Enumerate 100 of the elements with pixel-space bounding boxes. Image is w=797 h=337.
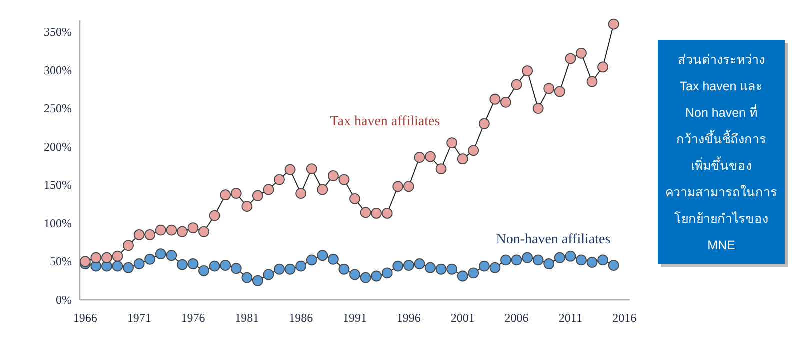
point bbox=[317, 250, 328, 262]
point bbox=[123, 240, 134, 252]
point bbox=[177, 259, 188, 270]
point bbox=[338, 174, 350, 186]
point bbox=[436, 264, 447, 275]
series-label: Non-haven affiliates bbox=[496, 232, 611, 248]
point bbox=[425, 151, 436, 162]
point bbox=[188, 222, 199, 234]
point bbox=[263, 269, 274, 280]
point bbox=[532, 254, 544, 266]
point bbox=[166, 250, 178, 262]
point bbox=[263, 184, 274, 196]
series-label: Tax haven affiliates bbox=[330, 114, 440, 130]
point bbox=[230, 188, 242, 200]
point bbox=[500, 254, 512, 266]
point bbox=[306, 164, 318, 175]
point bbox=[511, 79, 522, 90]
point bbox=[392, 260, 404, 272]
point bbox=[598, 62, 608, 73]
point bbox=[230, 263, 242, 274]
y-tick-label: 50% bbox=[50, 254, 72, 269]
x-tick-label: 1971 bbox=[127, 311, 152, 325]
point bbox=[155, 248, 166, 260]
point bbox=[134, 258, 145, 270]
y-tick-label: 200% bbox=[44, 140, 72, 154]
point bbox=[544, 258, 555, 270]
point bbox=[252, 275, 264, 286]
point bbox=[468, 145, 480, 156]
point bbox=[586, 257, 598, 268]
point bbox=[328, 170, 339, 182]
x-tick-label: 2006 bbox=[504, 311, 529, 325]
point bbox=[284, 264, 296, 275]
point bbox=[274, 264, 285, 275]
point bbox=[80, 256, 91, 268]
point bbox=[188, 258, 199, 270]
point bbox=[166, 224, 178, 236]
point bbox=[252, 190, 264, 202]
point bbox=[371, 270, 382, 282]
point bbox=[382, 268, 393, 279]
point bbox=[414, 152, 426, 164]
point bbox=[350, 269, 360, 280]
point bbox=[544, 83, 555, 94]
point bbox=[242, 272, 253, 284]
point bbox=[478, 118, 490, 130]
point bbox=[532, 103, 544, 114]
point bbox=[565, 53, 576, 64]
point bbox=[360, 207, 372, 218]
point bbox=[382, 208, 393, 219]
x-tick-label: 1991 bbox=[343, 311, 367, 325]
y-tick-label: 0% bbox=[56, 293, 72, 307]
x-tick-label: 2016 bbox=[612, 311, 637, 325]
point bbox=[284, 164, 296, 176]
point bbox=[177, 226, 188, 238]
point bbox=[554, 86, 566, 98]
point bbox=[317, 184, 328, 196]
point bbox=[468, 268, 480, 279]
x-tick-label: 1996 bbox=[396, 311, 421, 325]
point bbox=[102, 252, 112, 264]
point bbox=[446, 138, 458, 148]
point bbox=[608, 260, 620, 271]
point bbox=[425, 262, 436, 274]
y-tick-label: 100% bbox=[44, 216, 72, 230]
point bbox=[242, 201, 253, 212]
point bbox=[328, 254, 339, 265]
point bbox=[350, 193, 360, 204]
point bbox=[220, 260, 232, 271]
point bbox=[296, 188, 307, 200]
point bbox=[338, 264, 350, 275]
point bbox=[478, 260, 490, 272]
point bbox=[586, 76, 598, 88]
x-tick-label: 1986 bbox=[289, 311, 314, 325]
point bbox=[490, 262, 501, 274]
x-tick-label: 2011 bbox=[558, 311, 582, 325]
point bbox=[576, 254, 587, 266]
x-tick-label: 1966 bbox=[73, 311, 98, 325]
x-tick-label: 2001 bbox=[450, 311, 475, 325]
point bbox=[403, 181, 414, 192]
y-tick-label: 150% bbox=[44, 178, 72, 192]
point bbox=[457, 154, 468, 165]
point bbox=[274, 174, 285, 186]
y-tick-label: 300% bbox=[44, 63, 72, 78]
point bbox=[198, 265, 210, 276]
point bbox=[144, 254, 156, 265]
text: ส่วนต่างระหว่าง Tax haven และ Non haven ที่ กว้างขึ้นชี้ถึงการ เพิ่มขึ้นของ ความสามารถในการ โยกย้ายกำไรของ MNE bbox=[666, 53, 778, 252]
x-tick-label: 1976 bbox=[181, 311, 206, 325]
point bbox=[500, 96, 512, 108]
point bbox=[490, 94, 501, 105]
point bbox=[306, 254, 318, 266]
point bbox=[220, 190, 232, 201]
point bbox=[554, 252, 566, 264]
point bbox=[296, 260, 307, 272]
point bbox=[414, 258, 426, 270]
point bbox=[392, 181, 404, 192]
point bbox=[522, 66, 533, 76]
point bbox=[90, 252, 102, 264]
point bbox=[576, 48, 587, 59]
point bbox=[608, 18, 620, 30]
point bbox=[155, 224, 166, 236]
point bbox=[403, 260, 414, 271]
point bbox=[134, 229, 145, 240]
